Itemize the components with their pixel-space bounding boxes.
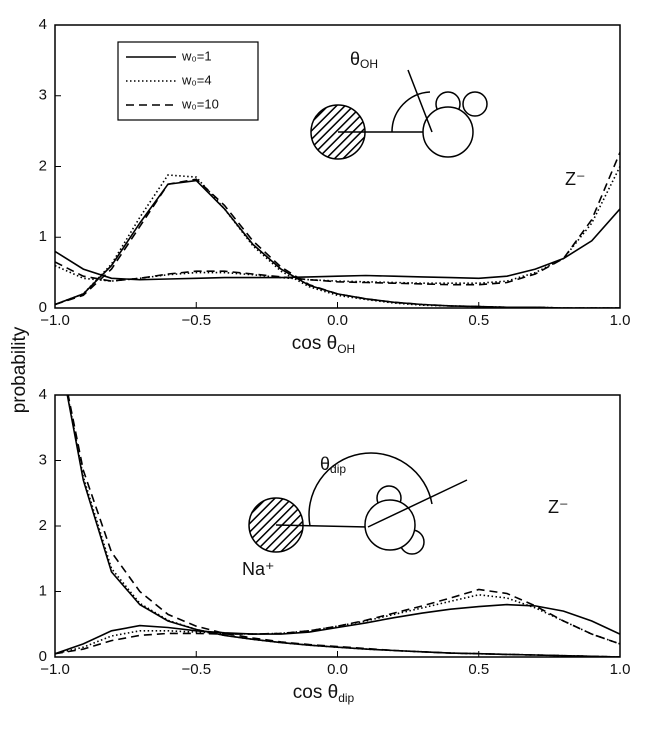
x-tick-label: 0.0 bbox=[327, 661, 348, 678]
legend-label: w₀=4 bbox=[181, 72, 212, 87]
x-tick-label: 1.0 bbox=[610, 661, 631, 678]
x-axis-label: cos θOH bbox=[292, 333, 355, 356]
y-tick-label: 4 bbox=[39, 386, 47, 403]
legend-label: w₀=10 bbox=[181, 96, 219, 111]
curve bbox=[55, 178, 620, 308]
legend-box bbox=[117, 41, 259, 121]
angle-label: θOH bbox=[350, 49, 378, 71]
angle-label-sub: dip bbox=[330, 462, 346, 476]
plot-lines bbox=[55, 395, 620, 657]
curve bbox=[66, 395, 620, 657]
curve bbox=[55, 208, 620, 281]
angle-label: θdip bbox=[320, 454, 346, 476]
x-tick-label: −0.5 bbox=[181, 312, 211, 329]
curve bbox=[55, 174, 620, 308]
curve bbox=[55, 603, 620, 655]
legend-label: w₀=1 bbox=[181, 48, 212, 63]
y-tick-label: 0 bbox=[39, 648, 47, 665]
x-axis-label-sub: dip bbox=[338, 691, 354, 705]
y-axis-label: probability bbox=[9, 326, 30, 413]
y-tick-label: 2 bbox=[39, 517, 47, 534]
y-tick-label: 4 bbox=[39, 16, 47, 33]
curve-label: Na⁺ bbox=[242, 559, 275, 579]
angle-label-sub: OH bbox=[360, 57, 378, 71]
x-axis-label: cos θdip bbox=[293, 682, 355, 705]
y-tick-label: 3 bbox=[39, 87, 47, 104]
x-axis-label-text: cos θ bbox=[293, 682, 338, 703]
x-tick-label: 0.0 bbox=[327, 312, 348, 329]
molecule-diagram bbox=[310, 69, 488, 160]
y-tick-label: 3 bbox=[39, 451, 47, 468]
y-tick-label: 2 bbox=[39, 157, 47, 174]
y-tick-label: 1 bbox=[39, 228, 47, 245]
x-tick-label: −0.5 bbox=[181, 661, 211, 678]
curve bbox=[55, 151, 620, 286]
y-tick-label: 1 bbox=[39, 582, 47, 599]
y-tick-label: 0 bbox=[39, 299, 47, 316]
angle-label-text: θ bbox=[320, 454, 330, 474]
curve bbox=[55, 166, 620, 284]
x-axis-label-sub: OH bbox=[337, 342, 355, 356]
molecule-diagram bbox=[248, 452, 468, 555]
plot-lines bbox=[55, 151, 620, 308]
curve-label: Z⁻ bbox=[565, 169, 586, 189]
x-tick-label: 0.5 bbox=[468, 661, 489, 678]
curve bbox=[66, 395, 620, 657]
x-tick-label: 1.0 bbox=[610, 312, 631, 329]
x-tick-label: −1.0 bbox=[40, 661, 70, 678]
x-axis-label-text: cos θ bbox=[292, 333, 337, 354]
curve bbox=[55, 588, 620, 655]
x-tick-label: 0.5 bbox=[468, 312, 489, 329]
curve bbox=[67, 395, 620, 657]
curve bbox=[55, 179, 620, 308]
curve-label: Z⁻ bbox=[548, 497, 569, 517]
x-tick-label: −1.0 bbox=[40, 312, 70, 329]
angle-label-text: θ bbox=[350, 49, 360, 69]
